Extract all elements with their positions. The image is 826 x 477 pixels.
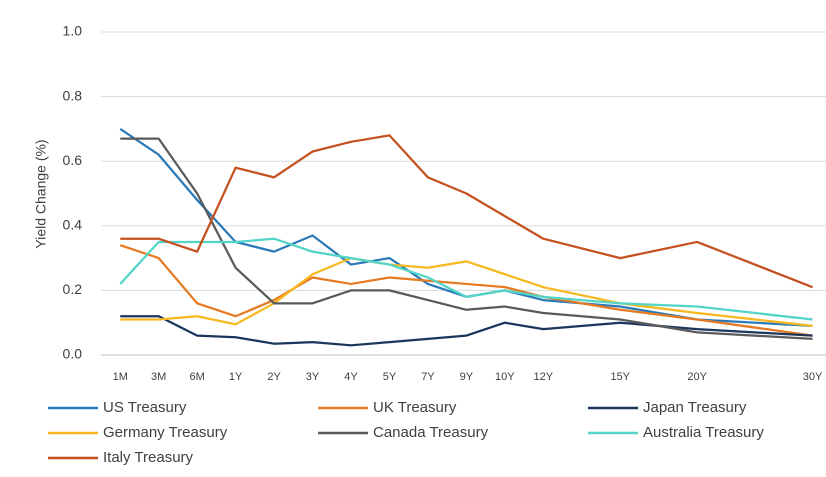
x-tick-label: 7Y xyxy=(421,371,435,383)
series-line xyxy=(120,256,813,328)
series-line xyxy=(119,237,813,321)
legend-label: Australia Treasury xyxy=(643,424,764,441)
x-tick-label: 9Y xyxy=(460,371,474,383)
x-tick-label: 1Y xyxy=(229,371,243,383)
y-tick-label: 0.4 xyxy=(63,217,83,233)
legend-label: US Treasury xyxy=(103,399,187,416)
x-tick-label: 30Y xyxy=(803,371,823,383)
y-tick-label: 0.2 xyxy=(63,281,83,297)
x-tick-label: 10Y xyxy=(495,371,515,383)
y-tick-label: 1.0 xyxy=(63,23,83,39)
legend-label: Italy Treasury xyxy=(103,449,194,466)
x-tick-label: 2Y xyxy=(267,371,281,383)
series-line xyxy=(120,137,813,340)
x-tick-label: 3Y xyxy=(306,371,320,383)
legend-label: Canada Treasury xyxy=(373,424,489,441)
y-tick-label: 0.0 xyxy=(63,346,83,362)
x-tick-label: 20Y xyxy=(687,371,707,383)
legend-label: Japan Treasury xyxy=(643,399,747,416)
y-tick-label: 0.6 xyxy=(63,152,83,168)
x-tick-label: 4Y xyxy=(344,371,358,383)
x-tick-label: 6M xyxy=(190,371,205,383)
x-tick-label: 5Y xyxy=(383,371,397,383)
x-tick-label: 15Y xyxy=(610,371,630,383)
series-line xyxy=(119,244,813,337)
legend-label: Germany Treasury xyxy=(103,424,228,441)
y-axis-label: Yield Change (%) xyxy=(33,139,49,248)
x-tick-label: 1M xyxy=(113,371,128,383)
series-line xyxy=(120,134,813,289)
x-tick-label: 3M xyxy=(151,371,166,383)
series-line xyxy=(120,315,813,347)
x-tick-label: 12Y xyxy=(534,371,554,383)
y-tick-label: 0.8 xyxy=(63,87,83,103)
legend-label: UK Treasury xyxy=(373,399,457,416)
